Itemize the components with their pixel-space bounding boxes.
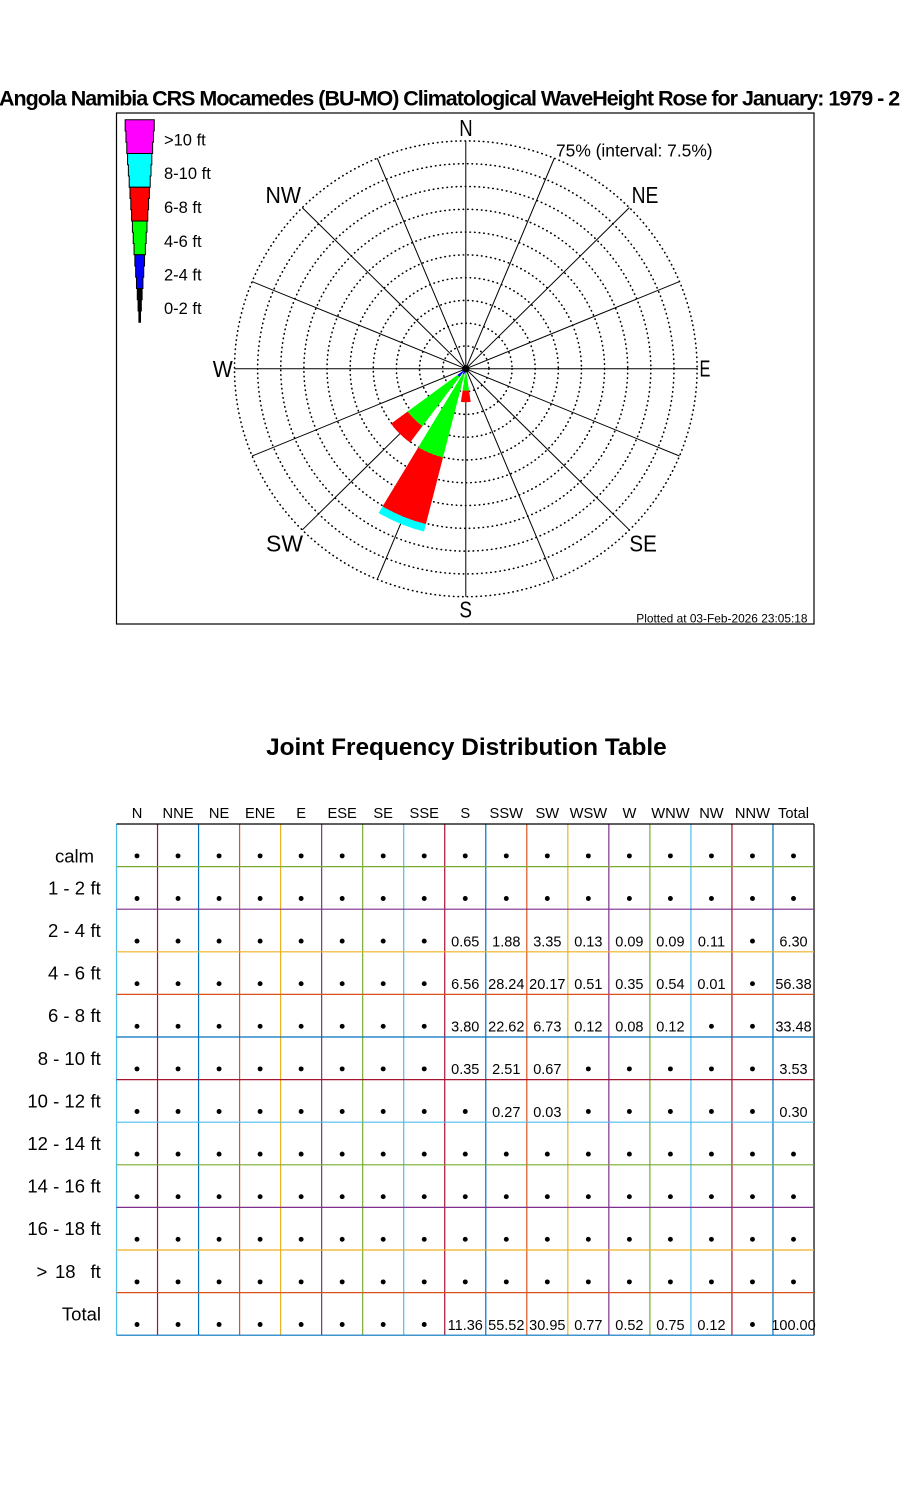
svg-text:ft: ft xyxy=(91,1261,101,1282)
svg-text:0.30: 0.30 xyxy=(779,1105,807,1121)
svg-text:56.38: 56.38 xyxy=(775,977,811,993)
svg-text:Plotted at 03-Feb-2026 23:05:1: Plotted at 03-Feb-2026 23:05:18 xyxy=(636,611,808,625)
svg-text:55.52: 55.52 xyxy=(488,1318,524,1334)
svg-text:E: E xyxy=(296,806,306,822)
svg-text:3.80: 3.80 xyxy=(451,1020,479,1036)
svg-text:NE: NE xyxy=(632,182,659,208)
svg-text:8-10 ft: 8-10 ft xyxy=(164,165,211,183)
svg-text:0.01: 0.01 xyxy=(697,977,725,993)
svg-text:ft: ft xyxy=(91,1218,101,1239)
svg-text:0.35: 0.35 xyxy=(451,1062,479,1078)
svg-text:4 - 6: 4 - 6 xyxy=(48,963,85,984)
svg-text:0.12: 0.12 xyxy=(656,1020,684,1036)
svg-text:0.77: 0.77 xyxy=(574,1318,602,1334)
svg-text:0.03: 0.03 xyxy=(533,1105,561,1121)
svg-text:SSW: SSW xyxy=(490,806,524,822)
svg-text:0.51: 0.51 xyxy=(574,977,602,993)
svg-text:ft: ft xyxy=(91,1005,101,1026)
svg-text:S: S xyxy=(460,806,470,822)
svg-text:12 - 14: 12 - 14 xyxy=(27,1133,85,1154)
svg-text:Total: Total xyxy=(62,1303,101,1324)
svg-text:6.30: 6.30 xyxy=(779,934,807,950)
svg-text:ENE: ENE xyxy=(245,806,275,822)
svg-text:ft: ft xyxy=(91,920,101,941)
svg-text:0.52: 0.52 xyxy=(615,1318,643,1334)
svg-text:calm: calm xyxy=(55,846,94,867)
svg-text:W: W xyxy=(622,806,636,822)
svg-text:18: 18 xyxy=(55,1261,76,1282)
svg-text:SW: SW xyxy=(266,530,303,556)
svg-text:2 - 4: 2 - 4 xyxy=(48,920,85,941)
svg-text:NNE: NNE xyxy=(163,806,194,822)
svg-text:11.36: 11.36 xyxy=(448,1318,483,1334)
svg-text:0.08: 0.08 xyxy=(615,1020,643,1036)
svg-text:0.27: 0.27 xyxy=(492,1105,520,1121)
svg-text:WSW: WSW xyxy=(570,806,608,822)
svg-text:33.48: 33.48 xyxy=(775,1020,811,1036)
svg-text:SSE: SSE xyxy=(410,806,440,822)
svg-text:6 - 8: 6 - 8 xyxy=(48,1005,85,1026)
svg-text:2.51: 2.51 xyxy=(492,1062,520,1078)
svg-text:1 - 2: 1 - 2 xyxy=(48,877,85,898)
svg-text:0.67: 0.67 xyxy=(533,1062,561,1078)
svg-text:NW: NW xyxy=(266,182,302,208)
svg-text:75% (interval: 7.5%): 75% (interval: 7.5%) xyxy=(556,141,713,161)
svg-text:ft: ft xyxy=(91,877,101,898)
svg-text:3.53: 3.53 xyxy=(779,1062,807,1078)
svg-text:6.73: 6.73 xyxy=(533,1020,561,1036)
svg-text:ESE: ESE xyxy=(327,806,357,822)
svg-text:0.11: 0.11 xyxy=(698,934,725,950)
svg-text:ft: ft xyxy=(91,1176,101,1197)
svg-text:ft: ft xyxy=(91,963,101,984)
svg-text:0.54: 0.54 xyxy=(656,977,684,993)
svg-text:30.95: 30.95 xyxy=(529,1318,565,1334)
svg-text:0.13: 0.13 xyxy=(574,934,602,950)
svg-text:ft: ft xyxy=(91,1090,101,1111)
svg-text:0.09: 0.09 xyxy=(656,934,684,950)
svg-text:0-2 ft: 0-2 ft xyxy=(164,300,202,318)
svg-text:Joint Frequency Distribution T: Joint Frequency Distribution Table xyxy=(266,734,667,761)
svg-text:SE: SE xyxy=(373,806,393,822)
svg-text:22.62: 22.62 xyxy=(488,1020,524,1036)
svg-text:4-6 ft: 4-6 ft xyxy=(164,233,202,251)
svg-text:0.75: 0.75 xyxy=(656,1318,684,1334)
svg-text:0.09: 0.09 xyxy=(615,934,643,950)
svg-text:14 - 16: 14 - 16 xyxy=(27,1176,85,1197)
svg-text:>10 ft: >10 ft xyxy=(164,132,206,150)
svg-text:Total: Total xyxy=(778,806,809,822)
svg-text:S: S xyxy=(459,597,472,623)
svg-text:20.17: 20.17 xyxy=(529,977,565,993)
svg-text:10 - 12: 10 - 12 xyxy=(27,1090,85,1111)
svg-text:ft: ft xyxy=(91,1048,101,1069)
svg-text:N: N xyxy=(132,806,143,822)
svg-text:0.12: 0.12 xyxy=(697,1318,725,1334)
svg-text:SE: SE xyxy=(629,530,656,556)
svg-text:SW: SW xyxy=(535,806,559,822)
svg-text:8 - 10: 8 - 10 xyxy=(38,1048,85,1069)
svg-text:WNW: WNW xyxy=(651,806,689,822)
svg-text:N: N xyxy=(459,115,472,141)
svg-text:W: W xyxy=(213,356,233,382)
svg-text:3.35: 3.35 xyxy=(533,934,561,950)
svg-text:Angola Namibia CRS Mocamedes (: Angola Namibia CRS Mocamedes (BU-MO) Cli… xyxy=(0,87,900,111)
svg-text:16 - 18: 16 - 18 xyxy=(27,1218,85,1239)
svg-text:E: E xyxy=(700,356,711,382)
svg-text:NNW: NNW xyxy=(735,806,770,822)
svg-text:6.56: 6.56 xyxy=(451,977,479,993)
svg-text:0.65: 0.65 xyxy=(451,934,479,950)
svg-text:>: > xyxy=(37,1261,48,1282)
svg-text:NW: NW xyxy=(699,806,724,822)
svg-text:100.00: 100.00 xyxy=(771,1318,815,1334)
svg-text:NE: NE xyxy=(209,806,230,822)
svg-text:1.88: 1.88 xyxy=(492,934,520,950)
svg-text:ft: ft xyxy=(91,1133,101,1154)
svg-text:2-4 ft: 2-4 ft xyxy=(164,267,202,285)
svg-text:0.12: 0.12 xyxy=(574,1020,602,1036)
svg-text:28.24: 28.24 xyxy=(488,977,524,993)
svg-text:6-8 ft: 6-8 ft xyxy=(164,199,202,217)
svg-text:0.35: 0.35 xyxy=(615,977,643,993)
